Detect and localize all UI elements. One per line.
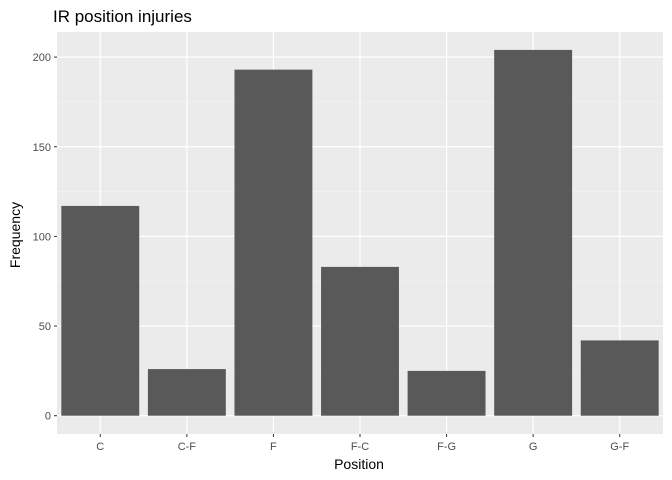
bar-c [61, 205, 140, 416]
y-tick-label: 150 [33, 142, 51, 154]
bar-c-f [147, 369, 226, 416]
bar-f-c [321, 266, 399, 416]
x-axis: C C-F F F-C F-G G G-F [96, 434, 629, 453]
bar-g [494, 49, 573, 416]
x-tick-label: F-G [437, 441, 456, 453]
bar-f [234, 69, 313, 416]
y-tick-label: 200 [33, 52, 51, 64]
x-axis-title: Position [334, 456, 384, 472]
y-tick-label: 100 [33, 231, 51, 243]
y-axis-title: Frequency [7, 202, 23, 268]
x-tick-label: C-F [178, 441, 197, 453]
chart-title: IR position injuries [53, 7, 192, 26]
x-tick-label: F [270, 441, 277, 453]
y-axis: 0 50 100 150 200 [33, 52, 57, 423]
y-tick-label: 50 [39, 321, 51, 333]
x-tick-label: G [529, 441, 538, 453]
y-tick-label: 0 [45, 411, 51, 423]
bar-g-f [580, 340, 659, 416]
x-tick-label: C [96, 441, 104, 453]
bars [61, 49, 659, 416]
x-tick-label: G-F [610, 441, 629, 453]
x-tick-label: F-C [351, 441, 369, 453]
bar-f-g [407, 370, 486, 416]
